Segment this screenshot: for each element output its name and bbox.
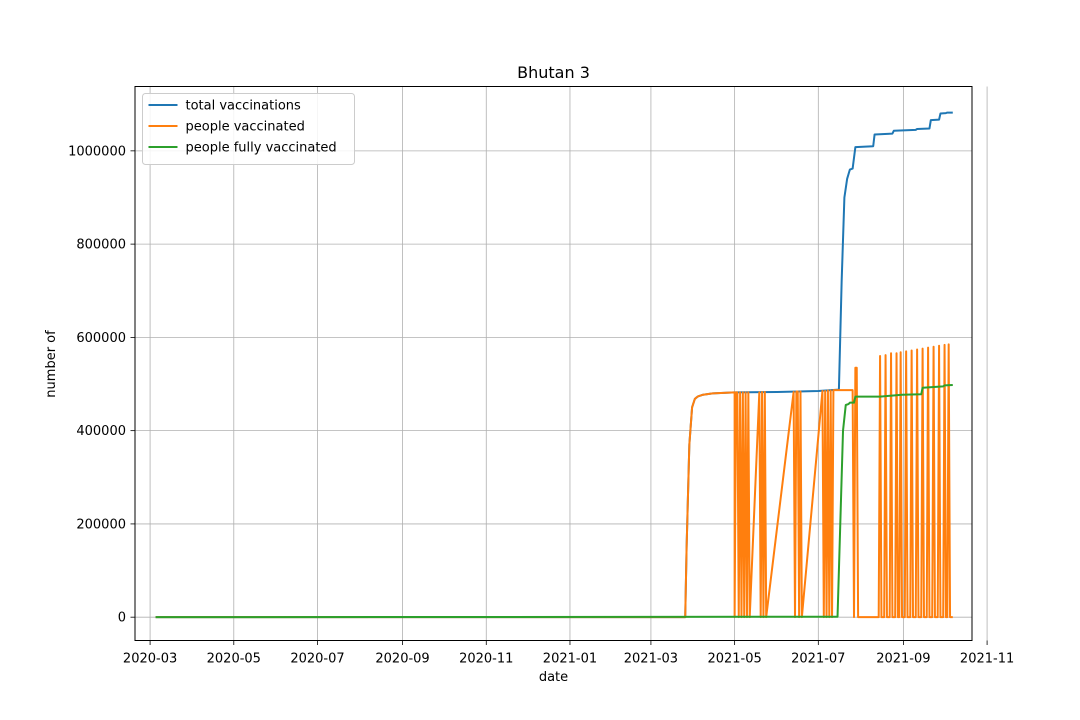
y-tick-label: 400000 bbox=[76, 424, 126, 439]
legend-label-2: people fully vaccinated bbox=[186, 141, 337, 156]
y-axis-label: number of bbox=[44, 330, 59, 398]
x-tick-label: 2021-07 bbox=[791, 652, 845, 667]
plot-lines bbox=[155, 111, 953, 619]
series-line-2 bbox=[155, 383, 953, 619]
y-tick-label: 1000000 bbox=[68, 144, 126, 159]
x-tick-label: 2021-05 bbox=[707, 652, 761, 667]
legend-label-0: total vaccinations bbox=[186, 99, 302, 114]
y-tick-label: 800000 bbox=[76, 238, 126, 253]
y-tick-label: 200000 bbox=[76, 517, 126, 532]
x-tick-label: 2020-05 bbox=[207, 652, 261, 667]
series-line-1 bbox=[155, 343, 953, 619]
x-tick-label: 2021-03 bbox=[624, 652, 678, 667]
x-tick-label: 2020-07 bbox=[290, 652, 344, 667]
legend: total vaccinations people vaccinated peopl… bbox=[142, 93, 355, 165]
y-tick-label: 0 bbox=[118, 611, 126, 626]
legend-box bbox=[142, 93, 355, 165]
grid bbox=[135, 86, 988, 641]
x-tick-label: 2021-09 bbox=[876, 652, 930, 667]
x-tick-label: 2020-03 bbox=[123, 652, 177, 667]
legend-label-1: people vaccinated bbox=[186, 120, 305, 135]
y-tick-label: 600000 bbox=[76, 331, 126, 346]
x-tick-label: 2020-11 bbox=[459, 652, 513, 667]
x-tick-label: 2020-09 bbox=[375, 652, 429, 667]
axes-frame bbox=[134, 86, 973, 641]
chart-title: Bhutan 3 bbox=[517, 63, 590, 82]
x-tick-label: 2021-11 bbox=[960, 652, 1014, 667]
x-axis-ticks: 2020-03 2020-05 2020-07 2020-09 2020-11 2021-… bbox=[123, 640, 1014, 667]
y-axis-ticks: 0 200000 400000 600000 800000 1000000 bbox=[68, 144, 135, 626]
x-axis-label: date bbox=[539, 670, 568, 685]
x-tick-label: 2021-01 bbox=[543, 652, 597, 667]
